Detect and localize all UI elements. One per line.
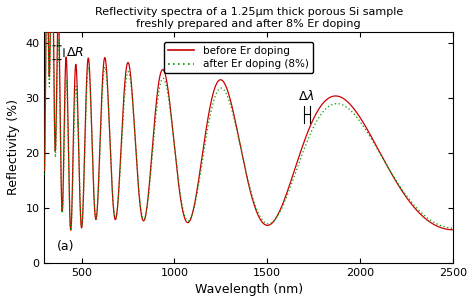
after Er doping (8%) — [345, 106, 350, 110]
Line: after Er doping (8%): after Er doping (8%) — [45, 32, 453, 231]
after Er doping (8%) — [283, 196, 289, 199]
before Er doping — [345, 100, 350, 103]
after Er doping (8%) — [190, 212, 195, 216]
after Er doping (8%) — [301, 147, 307, 151]
Legend: before Er doping, after Er doping (8%): before Er doping, after Er doping (8%) — [164, 42, 313, 73]
before Er doping — [450, 228, 456, 231]
after Er doping (8%) — [450, 227, 456, 230]
Text: $\Delta\lambda$: $\Delta\lambda$ — [299, 89, 315, 103]
before Er doping — [62, 79, 68, 82]
after Er doping (8%) — [62, 101, 68, 104]
before Er doping — [366, 131, 372, 135]
before Er doping — [42, 169, 47, 173]
after Er doping (8%) — [42, 173, 47, 177]
Y-axis label: Reflectivity (%): Reflectivity (%) — [7, 99, 20, 195]
Line: before Er doping: before Er doping — [45, 32, 453, 230]
after Er doping (8%) — [68, 229, 73, 232]
before Er doping — [68, 228, 73, 232]
before Er doping — [43, 30, 49, 34]
Text: (a): (a) — [57, 240, 74, 253]
Text: $\Delta R$: $\Delta R$ — [66, 46, 84, 59]
after Er doping (8%) — [43, 30, 49, 34]
before Er doping — [301, 140, 307, 144]
after Er doping (8%) — [366, 134, 372, 137]
before Er doping — [190, 211, 195, 215]
before Er doping — [283, 193, 289, 196]
Title: Reflectivity spectra of a 1.25μm thick porous Si sample
freshly prepared and aft: Reflectivity spectra of a 1.25μm thick p… — [95, 7, 403, 28]
X-axis label: Wavelength (nm): Wavelength (nm) — [195, 283, 303, 296]
